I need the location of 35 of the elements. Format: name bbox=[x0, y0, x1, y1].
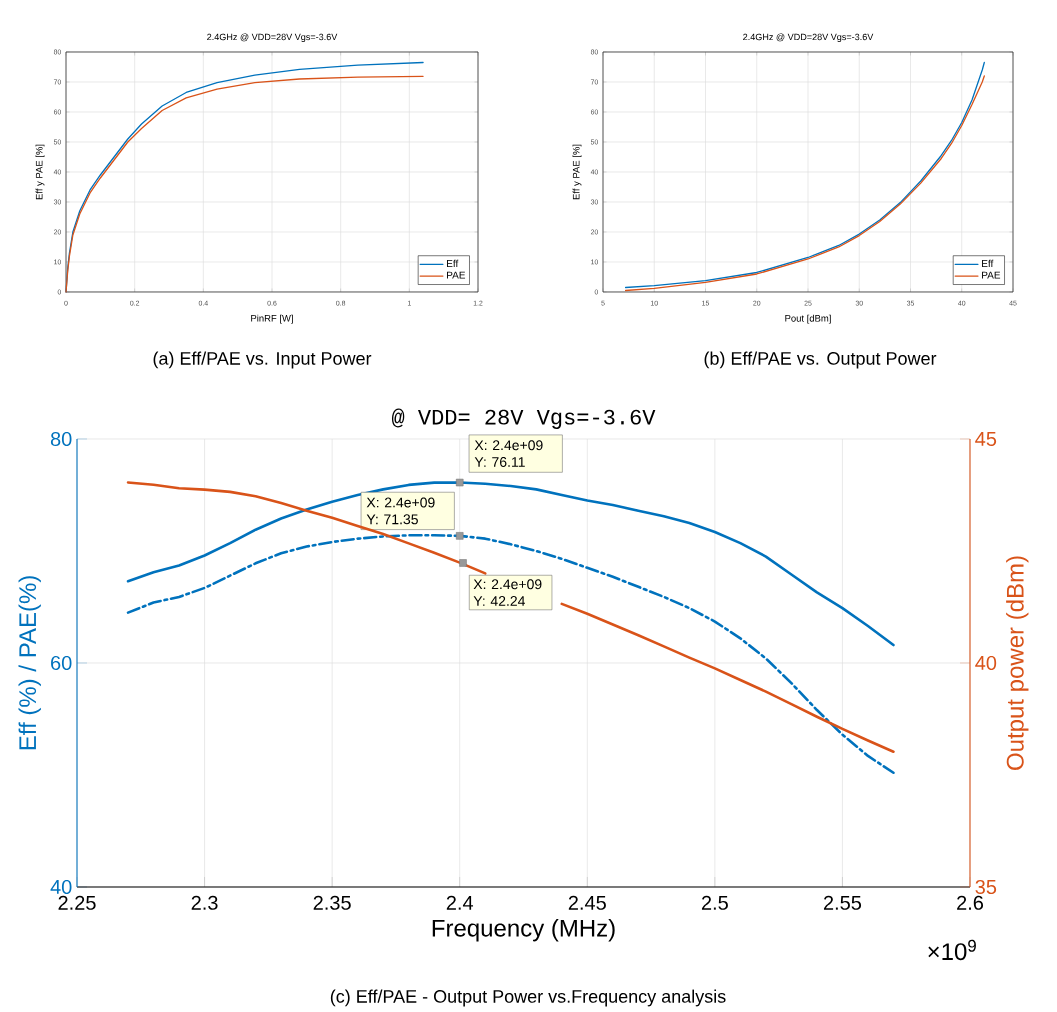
legend-label: PAE bbox=[447, 271, 466, 279]
text: ×10$^{9}$ bbox=[928, 939, 976, 961]
x-tick-label: 2.35 bbox=[313, 895, 351, 910]
y-tick-label: 40 bbox=[50, 879, 72, 895]
x-axis-title: Frequency (MHz) bbox=[432, 919, 615, 942]
y-axis-title: Eff y PAE [%] bbox=[35, 144, 45, 200]
y-axis-title: Eff y PAE [%] bbox=[572, 144, 582, 200]
y2-tick-label: 40 bbox=[975, 655, 997, 671]
legend-label: PAE bbox=[982, 271, 1001, 279]
y2-tick-label: 35 bbox=[975, 879, 997, 895]
y-tick-label: 60 bbox=[51, 655, 72, 671]
chart-title: 2.4GHz @ VDD=28V Vgs=-3.6V bbox=[743, 33, 874, 42]
x-axis-title: Pout [dBm] bbox=[785, 314, 831, 324]
y2-tick-label: 45 bbox=[975, 432, 997, 446]
legend-label: Eff bbox=[447, 259, 459, 267]
chart-title: @ VDD= 28V Vgs=-3.6V bbox=[391, 408, 656, 429]
x-axis-title: PinRF [W] bbox=[251, 314, 293, 324]
x-tick-label: 2.45 bbox=[568, 895, 606, 910]
annotation: X: 2.4e+09 Y: 76.11 bbox=[474, 440, 543, 467]
y-axis-title: Eff (%) / PAE(%) bbox=[18, 576, 41, 750]
y-tick-label: 80 bbox=[50, 431, 72, 447]
x-tick-label: 2.3 bbox=[191, 895, 218, 910]
x-tick-label: 2.5 bbox=[701, 895, 728, 910]
x-tick-label: 2.6 bbox=[957, 895, 984, 910]
text: (c) Eff/PAE - Output Power vs.Frequency analysis bbox=[330, 989, 726, 1007]
y2-axis-title: Output power (dBm) bbox=[1006, 556, 1029, 770]
text: (a) Eff/PAE vs. Input Power bbox=[153, 351, 372, 369]
legend-label: Eff bbox=[982, 259, 994, 267]
text: (b) Eff/PAE vs. Output Power bbox=[704, 351, 937, 369]
annotation: X: 2.4e+09 Y: 42.24 bbox=[473, 579, 542, 606]
x-tick-label: 2.25 bbox=[58, 895, 96, 910]
x-tick-label: 2.4 bbox=[446, 895, 474, 910]
annotation: X: 2.4e+09 Y: 71.35 bbox=[366, 497, 435, 525]
x-tick-label: 2.55 bbox=[823, 895, 862, 910]
chart-title: 2.4GHz @ VDD=28V Vgs=-3.6V bbox=[207, 33, 338, 42]
